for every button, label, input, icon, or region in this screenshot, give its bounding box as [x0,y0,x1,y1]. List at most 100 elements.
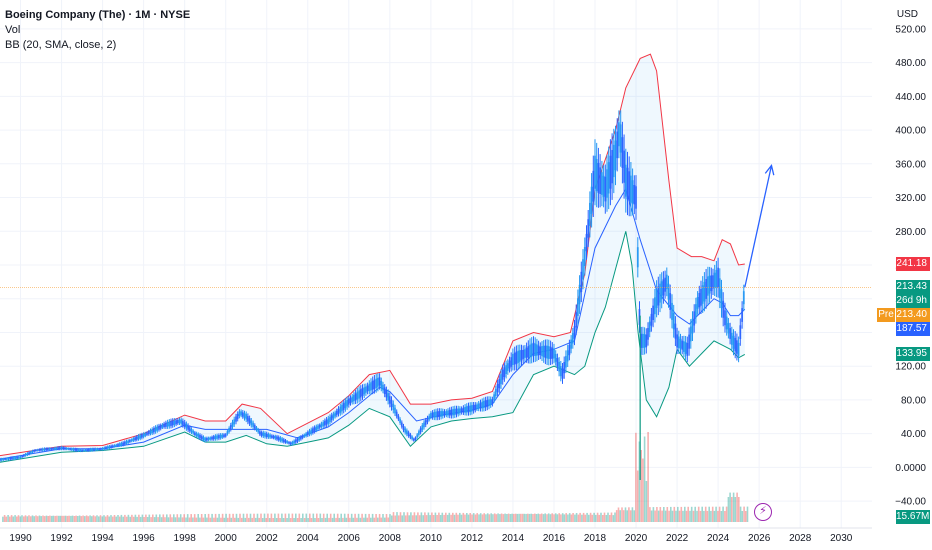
price-candle-body [655,289,658,308]
lightning-icon[interactable]: ⚡ [754,503,772,521]
volume-bar [282,518,285,522]
currency-label[interactable]: USD [896,9,918,20]
price-candle-body [214,435,217,439]
price-candle-body [175,420,177,425]
volume-bar [656,507,658,522]
price-candle-body [74,448,77,451]
price-candle-body [259,431,261,435]
volume-bar [71,515,74,522]
x-tick-label: 2012 [461,533,484,544]
volume-bar [633,510,635,522]
volume-bar [211,513,213,522]
volume-bar [36,516,39,522]
volume-bar [493,513,496,522]
x-tick-label: 1996 [132,533,155,544]
volume-bar [52,515,55,522]
price-candle-body [568,344,571,356]
x-tick-label: 2026 [748,533,771,544]
volume-bar [179,514,182,522]
volume-bar [506,514,508,522]
price-candle-body [36,449,39,451]
price-candle-body [82,449,85,451]
y-tick-label: 480.00 [895,58,926,69]
price-candle-body [724,310,726,326]
y-tick-label: 400.00 [895,126,926,137]
price-candle-body [705,279,707,299]
volume-bar [190,514,192,522]
forecast-arrow [744,164,775,288]
price-candle-body [633,185,636,205]
price-candle-body [45,448,48,451]
volume-bar [333,513,335,522]
price-candle-body [91,448,94,451]
volume-bar [193,514,196,522]
volume-bar [436,515,438,522]
price-candle-body [707,276,709,296]
price-candle-body [645,334,648,348]
volume-bar [404,515,407,522]
volume-bar [642,458,644,522]
price-candle-body [534,343,537,356]
price-candle-body [742,291,745,305]
volume-bar [127,514,130,522]
volume-bar [254,517,257,522]
price-candle-body [269,434,271,438]
price-candle-body [64,447,66,450]
volume-bar [427,512,430,522]
volume-bar [689,510,691,522]
volume-bar [507,513,510,522]
price-candle-body [370,382,372,391]
volume-bar [478,514,480,522]
volume-bar [504,513,506,522]
volume-bar [509,514,512,522]
price-candle-body [255,427,258,431]
volume-bar [715,506,717,522]
symbol-title[interactable]: Boeing Company (The) · 1M · NYSE [5,9,191,21]
volume-bar [406,512,409,522]
volume-bar [572,513,574,522]
price-candle-body [330,415,333,421]
volume-bar [206,517,208,522]
price-candle-body [395,411,398,417]
price-candle-body [619,124,622,153]
volume-bar [143,517,145,522]
volume-bar [84,516,86,522]
volume-bar [227,517,229,522]
price-candle-body [616,131,619,159]
price-candle-body [235,416,237,422]
price-candle-body [324,420,326,426]
volume-bar [54,515,56,522]
volume-bar [607,512,609,522]
price-candle-body [638,309,641,325]
price-candle-body [76,448,78,451]
price-candle-body [23,454,25,457]
bar-countdown-badge: 26d 9h [896,294,930,309]
price-candle-body [635,186,637,209]
price-candle-body [688,334,690,349]
price-candle-body [358,390,360,399]
volume-bar [553,514,555,522]
price-candle-body [288,441,290,444]
volume-bar [216,517,219,522]
volume-bar [617,507,620,522]
y-tick-label: 120.00 [895,362,926,373]
volume-bar [234,517,236,522]
volume-bar [629,510,632,522]
price-candle-body [589,202,591,226]
volume-indicator-label[interactable]: Vol [5,24,21,36]
price-candle-body [204,438,207,441]
bollinger-indicator-label[interactable]: BB (20, SMA, close, 2) [5,39,117,51]
price-candle-body [648,321,651,332]
volume-bar [129,516,131,522]
price-candle-body [378,377,381,386]
price-candle-body [659,283,661,303]
price-candle-body [472,404,475,411]
price-candle-body [392,403,395,411]
price-candle-body [231,422,234,427]
volume-bar [472,513,475,522]
volume-bar [49,515,51,522]
volume-bar [595,514,597,522]
price-candle-body [652,305,654,320]
bb-upper-line [0,53,745,457]
